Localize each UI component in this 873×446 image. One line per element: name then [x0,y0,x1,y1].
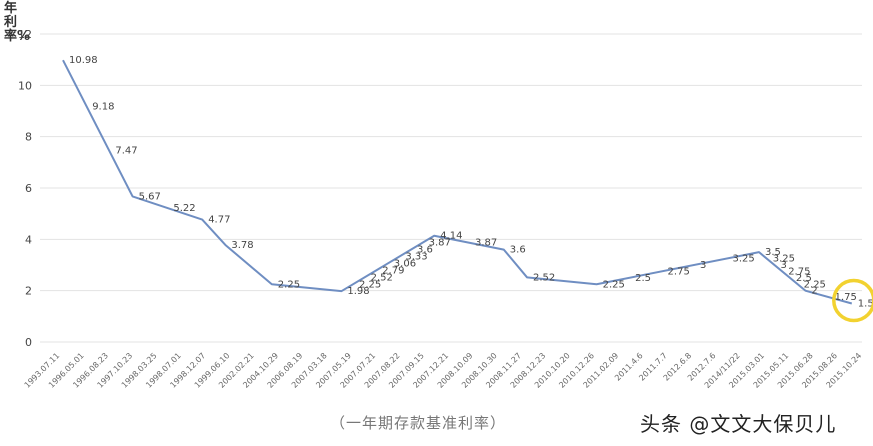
y-tick-label: 4 [25,233,32,246]
data-label: 3.78 [231,240,253,251]
watermark: 头条 @文文大保贝儿 [640,412,837,436]
data-label: 3.5 [765,247,781,258]
data-label: 1.98 [347,286,369,297]
data-label: 5.67 [139,191,161,202]
data-label: 10.98 [69,55,98,66]
highlight-circle [832,278,873,323]
interest-rate-line-chart: 0246810121993.07.111996.05.011996.08.231… [18,28,873,390]
data-label: 3.25 [733,254,755,265]
data-label: 2.5 [796,273,812,284]
data-label: 9.18 [92,101,114,112]
data-label: 2.75 [668,266,690,277]
y-tick-label: 10 [18,79,32,92]
data-label: 3 [700,260,706,271]
data-label: 3.87 [475,238,497,249]
y-tick-label: 0 [25,336,32,349]
data-label: 2 [811,286,817,297]
data-label: 2.25 [804,279,826,290]
data-label: 4.77 [208,215,230,226]
series-line [62,59,853,305]
data-label: 3.06 [394,258,416,269]
data-label: 5.22 [173,203,195,214]
data-label: 3.87 [429,238,451,249]
data-label: 3.6 [417,245,433,256]
data-label: 2.25 [359,279,381,290]
data-label: 2.52 [371,272,393,283]
y-tick-label: 2 [25,285,32,298]
data-label: 3.6 [510,245,526,256]
chart-caption: （一年期存款基准利率） [330,414,507,432]
data-label: 1.75 [835,292,857,303]
data-label: 2.52 [533,272,555,283]
data-label: 2.75 [788,266,810,277]
data-label: 1.5 [858,299,873,310]
data-label: 2.25 [603,279,625,290]
data-label: 2.5 [635,273,651,284]
data-label: 3 [780,260,786,271]
data-label: 2.79 [382,265,404,276]
data-label: 7.47 [115,145,137,156]
y-tick-label: 8 [25,131,32,144]
y-tick-label: 6 [25,182,32,195]
data-label: 3.33 [405,252,427,263]
data-label: 2.25 [278,279,300,290]
data-label: 3.25 [773,254,795,265]
data-label: 4.14 [440,231,462,242]
y-tick-label: 12 [18,28,32,41]
